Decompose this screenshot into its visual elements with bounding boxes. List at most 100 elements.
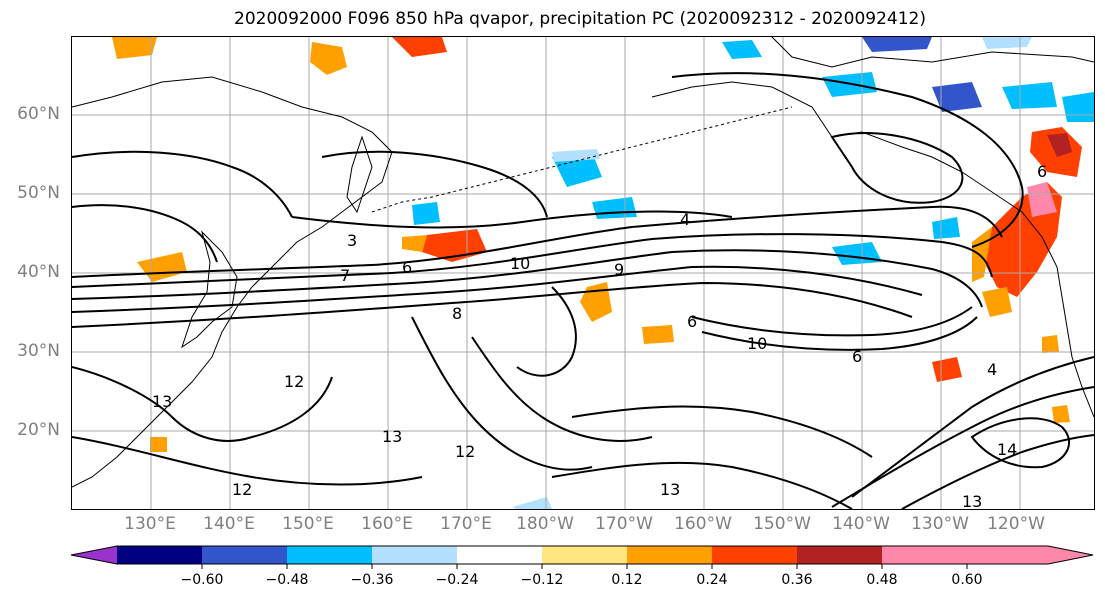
colorbar-tick-label: −0.12 bbox=[520, 572, 564, 588]
colorbar-tick-label: 0.48 bbox=[866, 572, 898, 588]
precip-patch bbox=[150, 437, 167, 452]
lat-label-40n: 40°N bbox=[17, 262, 60, 282]
contour-line bbox=[830, 132, 964, 204]
precip-patch bbox=[112, 37, 157, 59]
colorbar-segment bbox=[797, 546, 882, 564]
precip-patch bbox=[412, 202, 440, 225]
contour-label: 9 bbox=[614, 260, 624, 279]
colorbar-segment bbox=[712, 546, 797, 564]
lon-label-140e: 140°E bbox=[203, 514, 255, 534]
lon-label-120w: 120°W bbox=[987, 514, 1045, 534]
contour-line bbox=[671, 72, 1024, 248]
lon-label-150e: 150°E bbox=[282, 514, 334, 534]
colorbar-segment bbox=[71, 546, 117, 564]
precip-patch bbox=[552, 149, 600, 162]
contour-line bbox=[291, 210, 733, 229]
contour-line bbox=[551, 461, 853, 509]
contour-line bbox=[851, 356, 1094, 498]
contour-line bbox=[72, 233, 993, 288]
contour-label: 4 bbox=[987, 360, 997, 379]
precip-patch bbox=[982, 287, 1012, 317]
aleutians bbox=[371, 106, 793, 213]
contour-label: 12 bbox=[455, 442, 475, 461]
precip-patch bbox=[137, 252, 187, 282]
contour-label: 13 bbox=[152, 392, 172, 411]
contour-line bbox=[72, 265, 923, 313]
contour-line bbox=[411, 316, 593, 471]
contour-label: 13 bbox=[660, 480, 680, 499]
colorbar-outline bbox=[70, 545, 1094, 565]
precip-patch bbox=[722, 40, 762, 59]
precip-patch bbox=[1042, 335, 1059, 353]
precip-patch bbox=[1002, 82, 1057, 109]
colorbar-segment bbox=[457, 546, 542, 564]
precip-patch bbox=[1047, 133, 1072, 157]
lon-label-140w: 140°W bbox=[832, 514, 890, 534]
precip-patch bbox=[642, 325, 674, 344]
contour-labels: 3 4 4 6 6 6 6 7 8 9 10 10 12 12 12 13 13… bbox=[152, 162, 1047, 509]
lon-label-160e: 160°E bbox=[361, 514, 413, 534]
precip-patch bbox=[1052, 405, 1070, 423]
contour-line bbox=[571, 405, 873, 458]
lon-label-170w: 170°W bbox=[595, 514, 653, 534]
coastlines bbox=[72, 37, 1094, 488]
precip-patch bbox=[580, 282, 612, 322]
lat-label-50n: 50°N bbox=[17, 183, 60, 203]
contour-line bbox=[831, 386, 1094, 508]
precip-patch bbox=[832, 242, 882, 265]
contour-label: 12 bbox=[232, 480, 252, 499]
precip-patch bbox=[1027, 182, 1057, 217]
colorbar-tick-label: 0.36 bbox=[781, 572, 813, 588]
colorbar-tick-label: −0.60 bbox=[180, 572, 224, 588]
contour-line bbox=[72, 150, 293, 218]
contours bbox=[72, 72, 1094, 509]
contour-line bbox=[701, 316, 978, 351]
precip-patch bbox=[1062, 92, 1094, 122]
contour-label: 12 bbox=[284, 372, 304, 391]
colorbar-tick-label: 0.24 bbox=[696, 572, 728, 588]
contour-label: 6 bbox=[402, 258, 412, 277]
colorbar-segment bbox=[202, 546, 287, 564]
coastline-alaska bbox=[651, 81, 1043, 238]
contour-line bbox=[321, 150, 548, 218]
coastline-north-america bbox=[1041, 236, 1094, 418]
coastline-asia bbox=[72, 76, 393, 488]
colorbar-tick-label: 0.60 bbox=[951, 572, 983, 588]
colorbar-segment bbox=[882, 546, 1093, 564]
precip-patch bbox=[982, 37, 1032, 49]
lon-label-160w: 160°W bbox=[674, 514, 732, 534]
lon-label-130w: 130°W bbox=[911, 514, 969, 534]
graticule bbox=[72, 37, 1094, 509]
lat-label-30n: 30°N bbox=[17, 341, 60, 361]
lon-label-170e: 170°E bbox=[440, 514, 492, 534]
contour-label: 3 bbox=[347, 231, 357, 250]
lat-label-20n: 20°N bbox=[17, 420, 60, 440]
precip-patch bbox=[932, 357, 962, 382]
colorbar-segment bbox=[372, 546, 457, 564]
coastline-kamchatka bbox=[346, 135, 373, 214]
colorbar-segment bbox=[542, 546, 627, 564]
contour-line bbox=[72, 436, 423, 486]
map-panel: 3 4 4 6 6 6 6 7 8 9 10 10 12 12 12 13 13… bbox=[71, 36, 1095, 510]
colorbar-segment bbox=[117, 546, 202, 564]
contour-line bbox=[72, 366, 333, 442]
contour-label: 13 bbox=[382, 427, 402, 446]
contour-label: 10 bbox=[510, 254, 530, 273]
lon-label-130e: 130°E bbox=[124, 514, 176, 534]
colorbar-tick-label: 0.12 bbox=[611, 572, 643, 588]
contour-line bbox=[471, 336, 653, 442]
lat-label-60n: 60°N bbox=[17, 104, 60, 124]
contour-line bbox=[901, 434, 1094, 509]
colorbar-ticks bbox=[201, 564, 968, 569]
colorbar-segment bbox=[287, 546, 372, 564]
colorbar-tick-label: −0.48 bbox=[265, 572, 309, 588]
contour-label: 4 bbox=[680, 210, 690, 229]
colorbar-segment bbox=[627, 546, 712, 564]
contour-line bbox=[516, 286, 577, 377]
precip-patch bbox=[932, 82, 982, 112]
contour-label: 6 bbox=[1037, 162, 1047, 181]
colorbar-tick-label: −0.36 bbox=[350, 572, 394, 588]
contour-label: 8 bbox=[452, 304, 462, 323]
contour-line bbox=[691, 306, 973, 337]
map-canvas: 3 4 4 6 6 6 6 7 8 9 10 10 12 12 12 13 13… bbox=[72, 37, 1094, 509]
